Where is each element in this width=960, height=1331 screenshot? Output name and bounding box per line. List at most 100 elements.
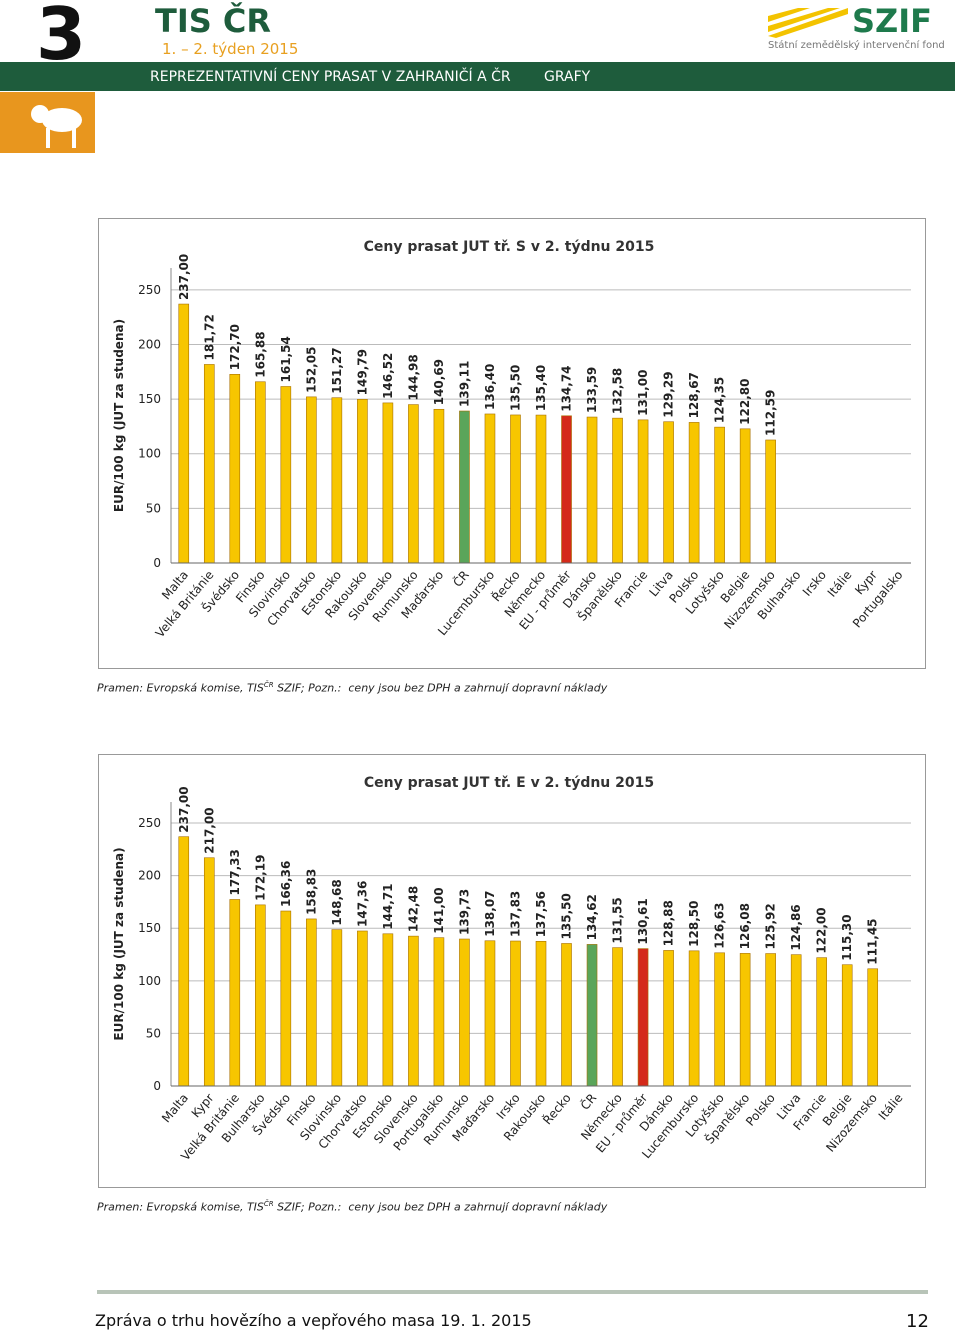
bar (459, 938, 470, 1087)
bar (663, 950, 674, 1087)
y-tick-label: 200 (138, 869, 161, 883)
bar (663, 421, 674, 564)
value-label: 152,05 (304, 347, 318, 393)
bar (203, 857, 215, 1087)
title: TIS ČR (155, 2, 272, 40)
value-label: 161,54 (279, 336, 293, 382)
value-label: 128,88 (662, 900, 676, 946)
bar (280, 910, 292, 1087)
y-tick-label: 100 (138, 447, 161, 461)
value-label: 126,08 (738, 903, 752, 949)
value-label: 134,62 (585, 894, 599, 940)
section-tag: GRAFY (544, 69, 591, 85)
logo: SZIF (852, 2, 933, 40)
bar (714, 952, 725, 1087)
value-label: 149,79 (355, 349, 369, 395)
value-label: 125,92 (764, 903, 778, 949)
value-label: 133,59 (585, 367, 599, 413)
bar (484, 413, 496, 564)
value-label: 237,00 (177, 786, 191, 832)
value-label: 147,36 (355, 881, 369, 927)
x-tick-label: Itálie (876, 1091, 906, 1123)
y-tick-label: 250 (138, 816, 161, 830)
value-label: 158,83 (304, 869, 318, 915)
bar (688, 950, 700, 1087)
value-label: 142,48 (406, 886, 420, 932)
bar (765, 953, 776, 1087)
y-tick-label: 200 (138, 337, 161, 351)
y-tick-label: 50 (146, 1026, 161, 1040)
value-label: 136,40 (483, 364, 497, 410)
value-label: 131,00 (636, 370, 650, 416)
note-sup: ČR (263, 681, 274, 689)
bar (459, 410, 470, 564)
bar (561, 943, 572, 1087)
chart-title: Ceny prasat JUT tř. S v 2. týdnu 2015 (364, 239, 655, 255)
value-label: 165,88 (253, 331, 267, 377)
bar (229, 374, 241, 564)
value-label: 146,52 (381, 353, 395, 399)
bar (229, 899, 241, 1087)
value-label: 135,40 (534, 365, 548, 411)
footer-rule (97, 1290, 928, 1294)
value-label: 151,27 (330, 347, 344, 393)
bar (306, 918, 317, 1087)
note-source: Pramen: Evropská komise, TIS (97, 681, 264, 695)
value-label: 140,69 (432, 359, 446, 405)
y-tick-label: 150 (138, 921, 161, 935)
value-label: 144,71 (381, 883, 395, 929)
footer-text: Zpráva o trhu hovězího a vepřového masa … (95, 1311, 532, 1330)
section-band (0, 62, 955, 91)
bar (280, 386, 292, 564)
section-title: REPREZENTATIVNÍ CENY PRASAT V ZAHRANIČÍ … (150, 69, 511, 85)
source-note: Pramen: Evropská komise, TISČR SZIF; Poz… (97, 1200, 607, 1214)
bar (255, 381, 266, 564)
x-tick-label: Řecko (539, 1090, 573, 1127)
value-label: 128,50 (687, 901, 701, 947)
x-tick-label: Malta (159, 1091, 191, 1125)
bar (765, 439, 776, 564)
value-label: 129,29 (662, 371, 676, 417)
note-text: SZIF; Pozn.: ceny jsou bez DPH a zahrnuj… (277, 1200, 608, 1214)
bar (637, 419, 649, 564)
value-label: 172,70 (228, 324, 242, 370)
bar (612, 417, 623, 564)
chart-title: Ceny prasat JUT tř. E v 2. týdnu 2015 (364, 775, 654, 791)
value-label: 124,35 (713, 377, 727, 423)
y-tick-label: 250 (138, 283, 161, 297)
bar (612, 947, 623, 1087)
bar (739, 428, 751, 564)
bar (510, 414, 521, 564)
value-label: 134,74 (560, 365, 574, 411)
value-label: 132,58 (611, 368, 625, 414)
bar (586, 944, 598, 1087)
y-axis-label: EUR/100 kg (JUT za studena) (112, 847, 126, 1040)
bar (714, 426, 725, 564)
value-label: 112,59 (764, 390, 778, 436)
bar (408, 404, 419, 564)
value-label: 135,50 (560, 893, 574, 939)
bar (306, 396, 317, 564)
value-label: 135,50 (508, 365, 522, 411)
value-label: 128,67 (687, 372, 701, 418)
value-label: 217,00 (202, 807, 216, 853)
value-label: 148,68 (330, 879, 344, 925)
bar (790, 954, 802, 1087)
chart: Ceny prasat JUT tř. S v 2. týdnu 2015 EUR… (98, 218, 926, 669)
value-label: 237,00 (177, 254, 191, 300)
bar (433, 937, 445, 1087)
value-label: 144,98 (406, 354, 420, 400)
value-label: 172,19 (253, 855, 267, 901)
y-tick-label: 50 (146, 501, 161, 515)
bar (484, 940, 496, 1087)
bar (255, 904, 266, 1087)
y-tick-label: 100 (138, 974, 161, 988)
value-label: 130,61 (636, 898, 650, 944)
value-label: 166,36 (279, 861, 293, 907)
x-tick-label: Irsko (800, 568, 829, 599)
page-number: 12 (906, 1311, 929, 1331)
icon-block (0, 92, 95, 153)
value-label: 124,86 (789, 904, 803, 950)
bar (739, 953, 751, 1087)
